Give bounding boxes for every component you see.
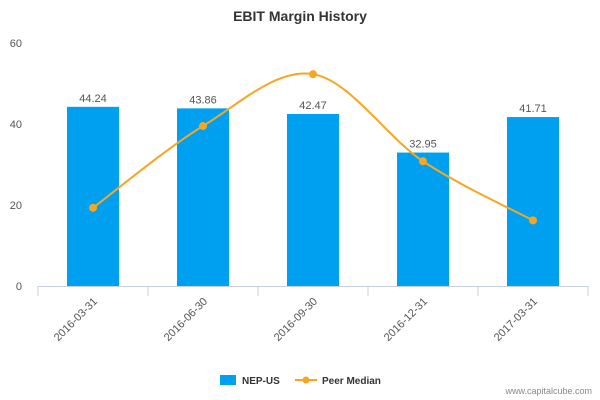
bar xyxy=(397,152,449,286)
data-label: 42.47 xyxy=(299,100,327,112)
credit-text: www.capitalcube.com xyxy=(504,386,592,396)
legend-marker-peer-median xyxy=(302,376,310,384)
x-tick-label: 2016-12-31 xyxy=(382,296,430,344)
chart-title: EBIT Margin History xyxy=(233,8,367,24)
bar xyxy=(507,117,559,287)
x-tick-label: 2016-09-30 xyxy=(272,296,320,344)
y-tick-label: 0 xyxy=(16,281,22,293)
y-tick-label: 20 xyxy=(10,200,22,212)
x-tick-label: 2016-06-30 xyxy=(162,296,210,344)
peer-median-point xyxy=(89,203,97,212)
data-label: 43.86 xyxy=(189,94,217,106)
line-series xyxy=(89,70,537,225)
peer-median-point xyxy=(309,70,317,79)
y-tick-label: 40 xyxy=(10,119,22,131)
peer-median-point xyxy=(419,157,427,166)
data-label: 41.71 xyxy=(519,103,547,115)
x-tick-label: 2016-03-31 xyxy=(52,296,100,344)
bar xyxy=(287,113,339,287)
legend-label-peer-median: Peer Median xyxy=(322,376,381,387)
legend-swatch-nep-us xyxy=(220,375,236,385)
data-label: 44.24 xyxy=(79,93,107,105)
legend: NEP-US Peer Median xyxy=(220,375,381,387)
y-tick-label: 60 xyxy=(10,38,22,50)
legend-label-nep-us: NEP-US xyxy=(242,376,280,387)
x-tick-label: 2017-03-31 xyxy=(492,296,540,344)
bar xyxy=(177,108,229,286)
peer-median-point xyxy=(529,216,537,225)
bar-series: 44.24 43.86 42.47 32.95 41.71 xyxy=(67,93,559,287)
bar xyxy=(67,106,119,286)
data-label: 32.95 xyxy=(409,139,437,151)
peer-median-point xyxy=(199,122,207,131)
